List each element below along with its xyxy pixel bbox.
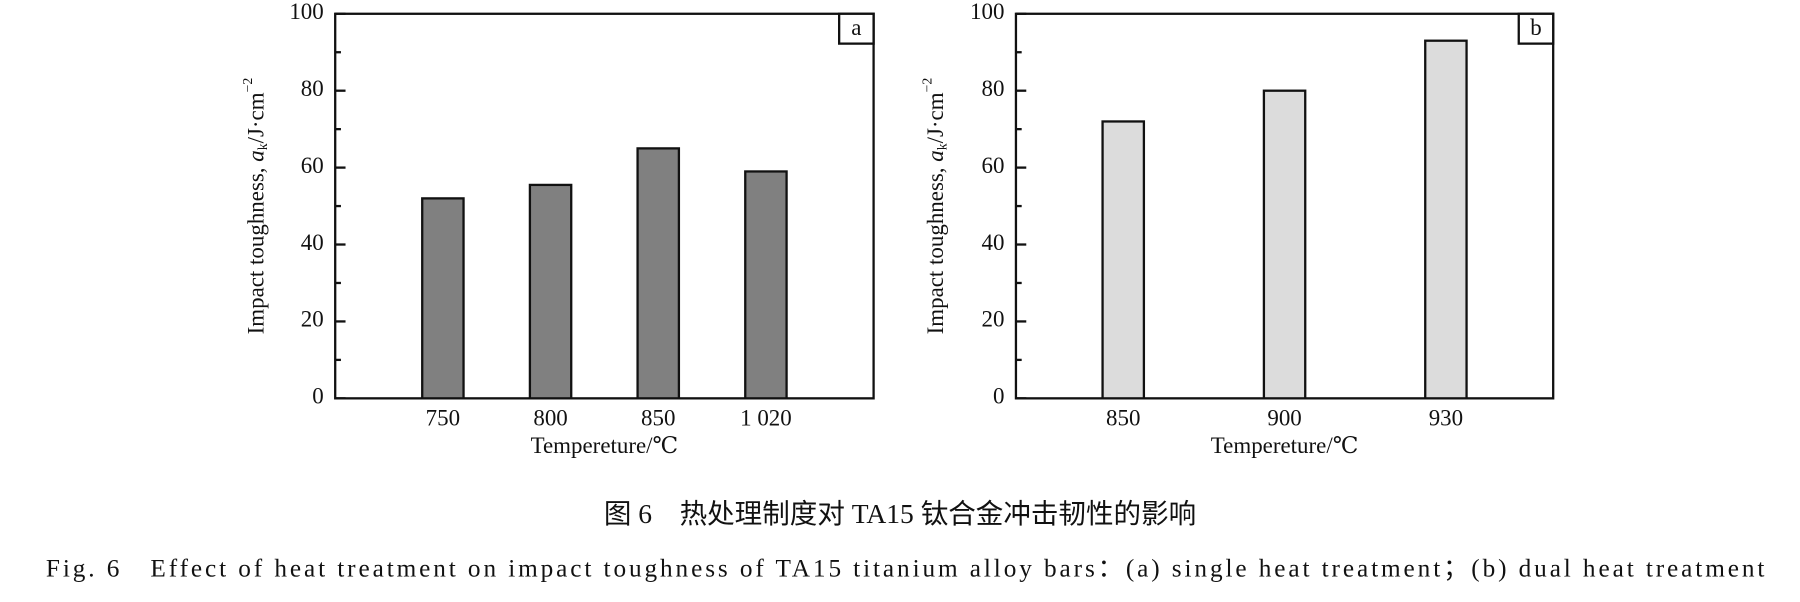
y-tick-label: 0 (993, 384, 1004, 409)
bar (744, 170, 788, 400)
y-tick-label: 100 (970, 0, 1004, 24)
x-tick-label: 850 (1106, 405, 1140, 430)
x-axis-label: Tempereture/℃ (1211, 433, 1359, 458)
caption-en: Fig. 6 Effect of heat treatment on impac… (46, 554, 1764, 582)
y-label-symbol: a (923, 150, 948, 161)
y-tick-label: 100 (289, 0, 323, 24)
y-axis-label: Impact toughness, ak/J·cm−2 (920, 78, 950, 335)
y-label-symbol: a (244, 150, 269, 161)
y-tick-label: 20 (301, 307, 324, 332)
y-label-text: Impact toughness, (244, 162, 269, 335)
x-tick-label: 1 020 (740, 405, 792, 430)
y-label-superscript: −2 (240, 78, 255, 93)
x-tick-label: 900 (1267, 405, 1301, 430)
y-label-superscript: −2 (920, 78, 935, 93)
caption-zh: 图 6 热处理制度对 TA15 钛合金冲击韧性的影响 (604, 498, 1196, 529)
y-label-subscript: k (935, 143, 950, 150)
bar (1424, 39, 1468, 400)
panel-label: b (1530, 15, 1541, 40)
bar (1101, 120, 1146, 400)
x-axis-label: Tempereture/℃ (531, 433, 679, 458)
bar (421, 197, 465, 400)
y-axis-label: Impact toughness, ak/J·cm−2 (240, 78, 270, 335)
y-tick-label: 0 (312, 384, 323, 409)
y-label-unit: /J·cm (244, 92, 269, 143)
x-tick-label: 750 (426, 405, 460, 430)
y-tick-label: 40 (982, 230, 1005, 255)
x-tick-label: 850 (641, 405, 675, 430)
y-tick-label: 80 (301, 76, 324, 101)
y-label-unit: /J·cm (923, 92, 948, 143)
plot-frame (334, 12, 875, 400)
y-tick-label: 60 (982, 153, 1005, 178)
x-tick-label: 930 (1429, 405, 1463, 430)
y-tick-label: 60 (301, 153, 324, 178)
bar (636, 147, 681, 400)
bar (1262, 89, 1307, 400)
panel-label-box (838, 12, 875, 45)
panel-label: a (851, 15, 861, 40)
y-tick-label: 20 (982, 307, 1005, 332)
bar (528, 183, 573, 400)
y-tick-label: 80 (982, 76, 1005, 101)
y-label-subscript: k (255, 143, 270, 150)
panel-label-box (1517, 12, 1555, 45)
y-label-text: Impact toughness, (923, 162, 948, 335)
x-tick-label: 800 (533, 405, 567, 430)
y-tick-label: 40 (301, 230, 324, 255)
